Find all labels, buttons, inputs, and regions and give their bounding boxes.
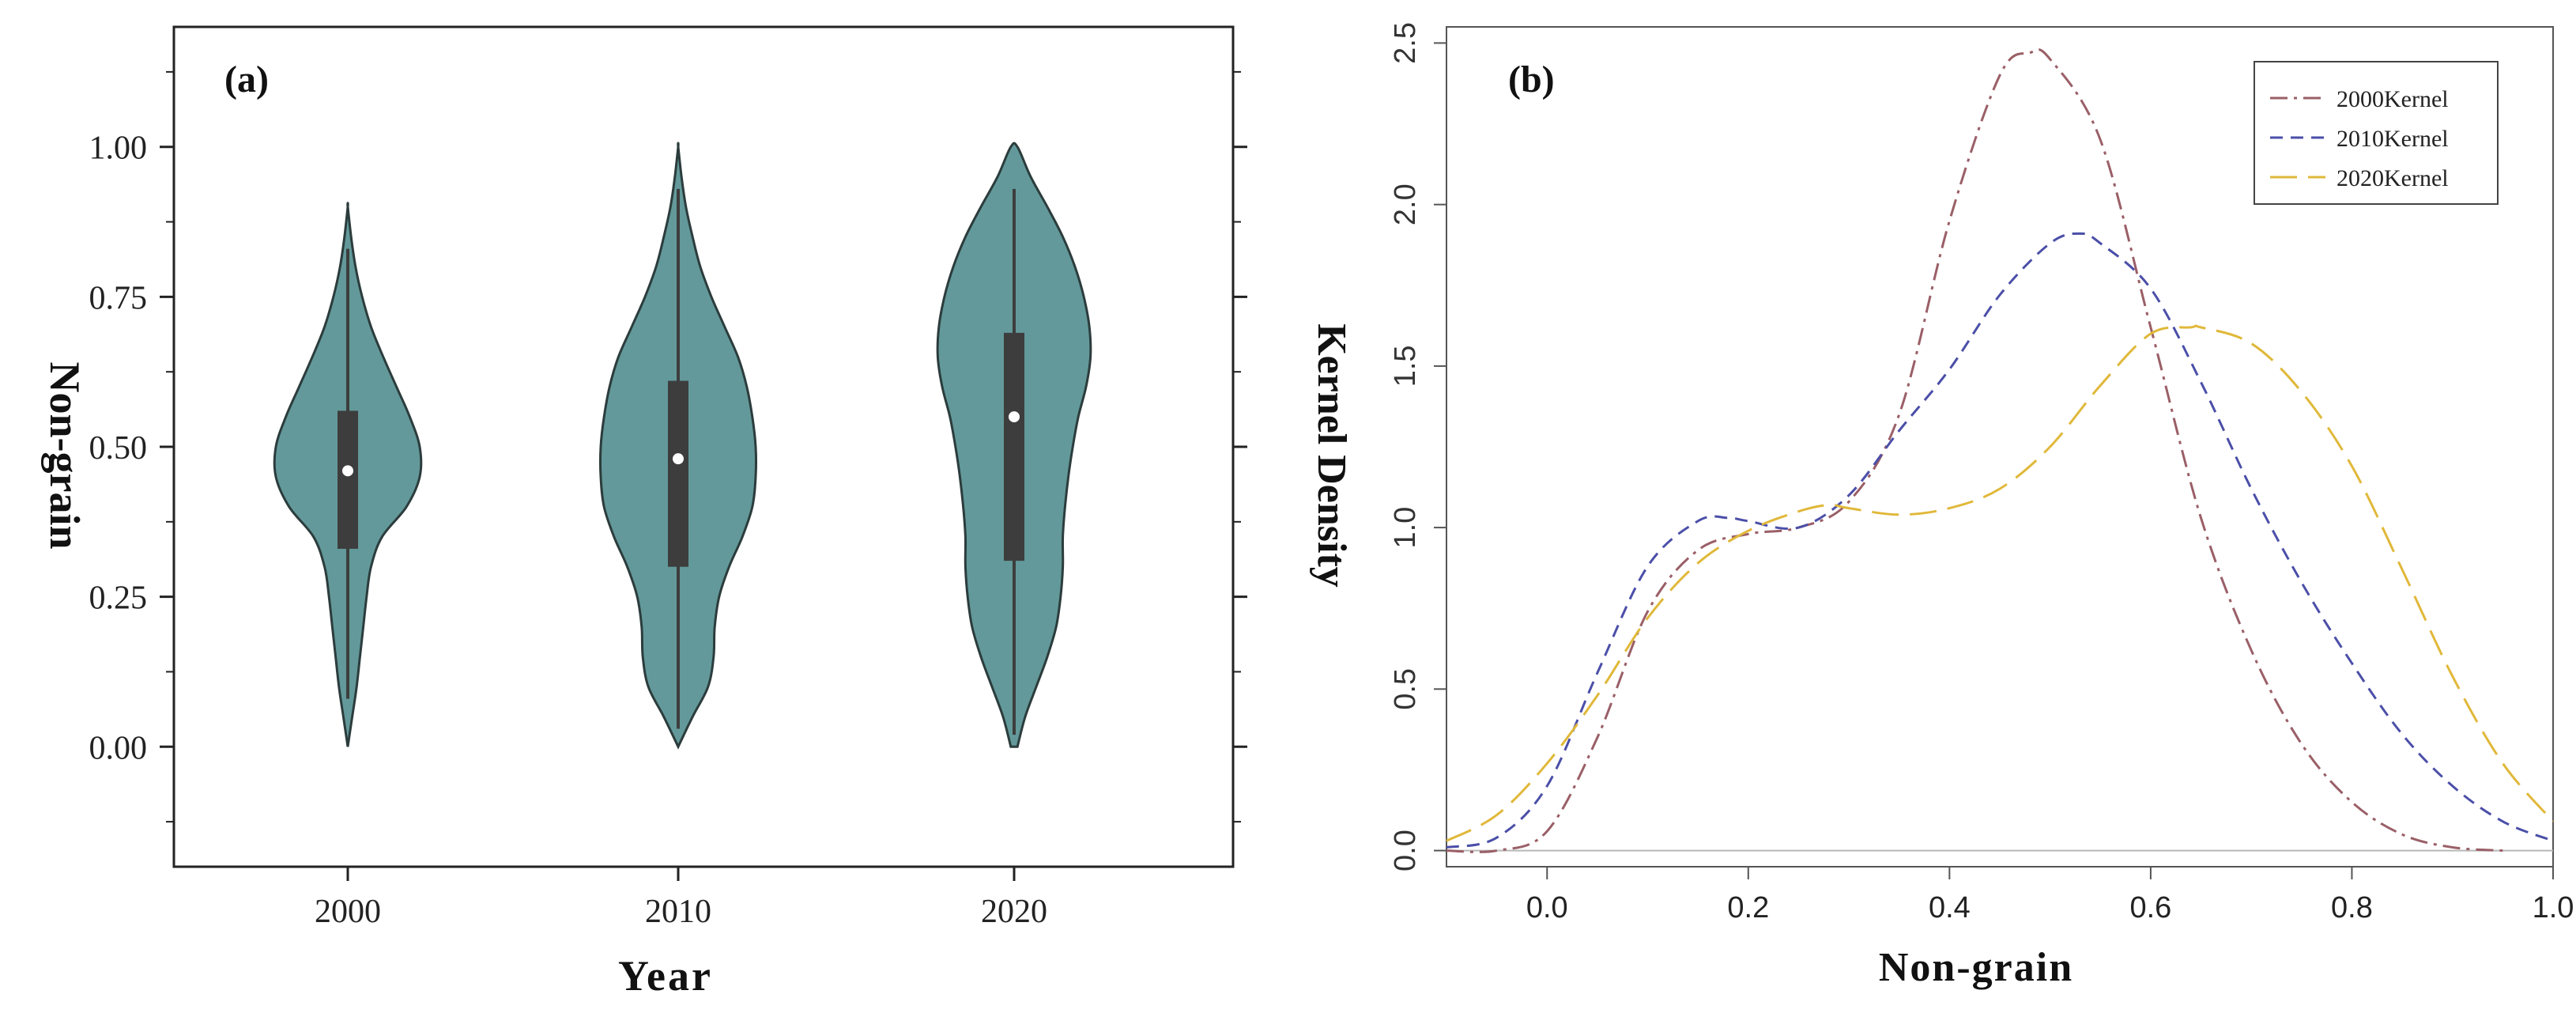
violin-x-tick-label: 2020 xyxy=(981,894,1047,930)
density-x-tick-labels: 0.0 0.2 0.4 0.6 0.8 1.0 xyxy=(1526,891,2574,924)
density-x-tick-label: 0.8 xyxy=(2331,891,2373,924)
violin-y-tick-label: 1.00 xyxy=(89,130,148,167)
violin-median-2000 xyxy=(342,465,353,477)
violin-panel: 0.00 0.25 0.50 0.75 1.00 2000 2010 2020 (a) Ye… xyxy=(41,25,1247,1000)
violin-x-axis-label: Year xyxy=(618,952,713,1000)
violin-y-tick-label: 0.50 xyxy=(89,430,148,467)
violin-y-tick-label: 0.00 xyxy=(89,730,148,766)
legend-entry-label: 2000Kernel xyxy=(2337,86,2449,112)
violin-iqr-box-2020 xyxy=(1004,332,1024,561)
density-curves xyxy=(1446,48,2555,853)
density-x-tick-label: 0.6 xyxy=(2129,891,2171,924)
violin-x-tick-label: 2010 xyxy=(645,894,711,930)
density-y-tick-label: 0.5 xyxy=(1389,668,1422,710)
density-panel: 0.0 0.5 1.0 1.5 2.0 2.5 0.0 0.2 0.4 0.6 0.8 1.0 (b… xyxy=(1309,22,2574,990)
violins xyxy=(273,142,1092,750)
density-panel-label: (b) xyxy=(1508,59,1555,100)
violin-x-tick-labels: 2000 2010 2020 xyxy=(315,894,1047,930)
violin-y-tick-labels: 0.00 0.25 0.50 0.75 1.00 xyxy=(89,130,148,767)
violin-panel-label: (a) xyxy=(224,59,269,100)
density-y-tick-label: 0.0 xyxy=(1389,830,1422,871)
density-x-axis-label: Non-grain xyxy=(1879,945,2073,990)
violin-tick-marks xyxy=(160,70,1247,881)
density-tick-marks xyxy=(1434,42,2554,879)
violin-x-tick-label: 2000 xyxy=(315,894,381,930)
density-x-tick-label: 0.2 xyxy=(1727,891,1769,924)
legend-box xyxy=(2254,61,2499,205)
density-y-tick-label: 2.0 xyxy=(1389,183,1422,225)
density-legend: 2000Kernel 2010Kernel 2020Kernel xyxy=(2254,61,2499,205)
violin-y-axis-label: Non-grain xyxy=(41,361,89,549)
violin-y-tick-label: 0.75 xyxy=(89,280,148,316)
density-curve-2020Kernel xyxy=(1446,324,2555,842)
density-x-tick-label: 0.0 xyxy=(1526,891,1568,924)
violin-median-2020 xyxy=(1009,411,1020,423)
density-curve-2000Kernel xyxy=(1446,48,2503,853)
legend-entry-label: 2010Kernel xyxy=(2337,126,2449,152)
legend-entry-label: 2020Kernel xyxy=(2337,165,2449,191)
violin-iqr-box-2010 xyxy=(668,380,688,567)
density-curve-2010Kernel xyxy=(1446,232,2554,849)
density-y-tick-label: 1.5 xyxy=(1389,345,1422,387)
density-y-tick-labels: 0.0 0.5 1.0 1.5 2.0 2.5 xyxy=(1389,22,1422,871)
violin-iqr-box-2000 xyxy=(338,410,358,549)
density-x-tick-label: 0.4 xyxy=(1929,891,1971,924)
density-y-tick-label: 2.5 xyxy=(1389,22,1422,64)
density-x-tick-label: 1.0 xyxy=(2533,891,2574,924)
density-y-axis-label: Kernel Density xyxy=(1309,323,1354,588)
violin-y-tick-label: 0.25 xyxy=(89,580,148,617)
density-plot-frame xyxy=(1446,26,2554,868)
density-y-tick-label: 1.0 xyxy=(1389,507,1422,549)
violin-median-2010 xyxy=(673,453,684,465)
